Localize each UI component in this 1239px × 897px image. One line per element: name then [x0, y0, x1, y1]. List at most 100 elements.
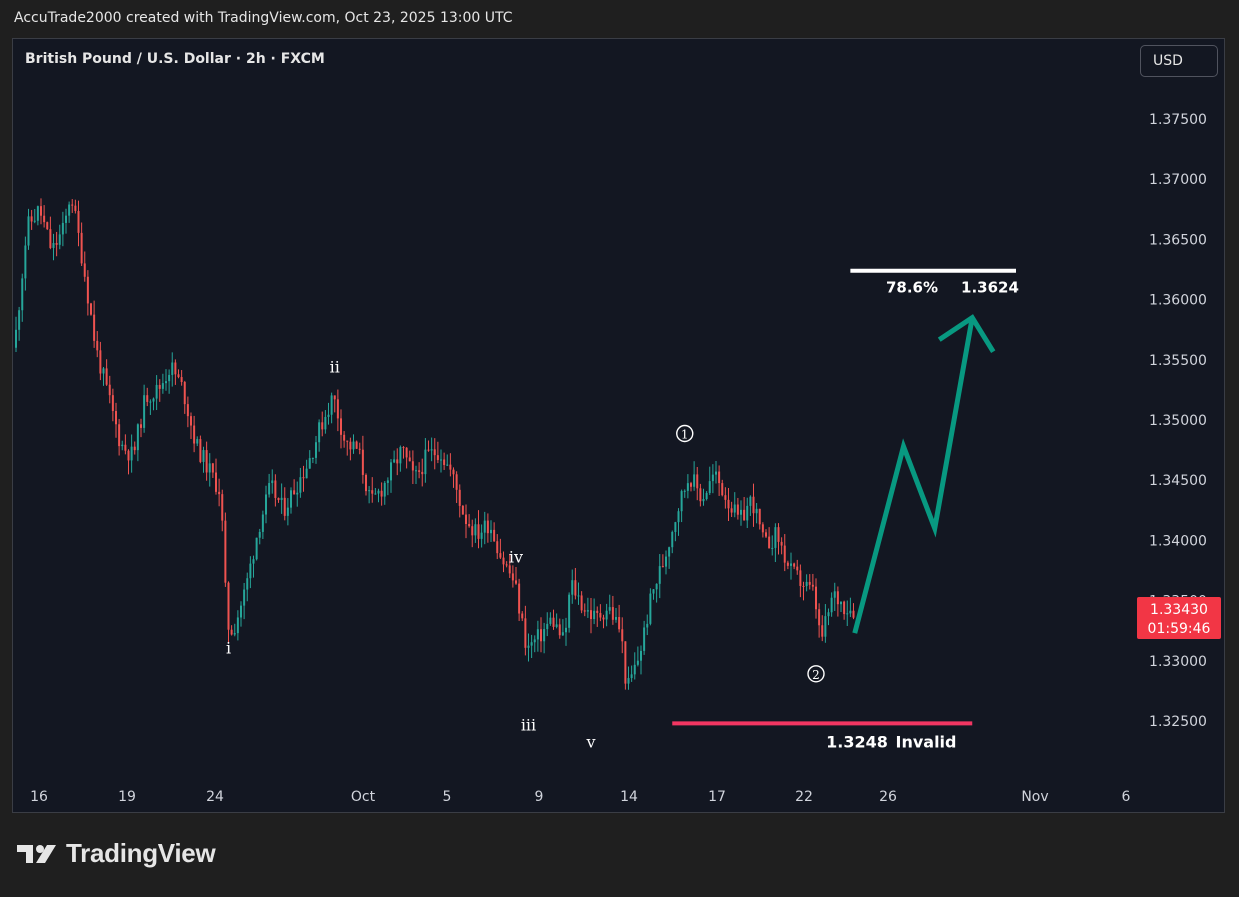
candle-body [380, 490, 383, 497]
wave-label-iii: iii [521, 716, 536, 735]
candle-body [530, 642, 533, 646]
candle-body [608, 607, 611, 611]
candle-body [786, 562, 789, 566]
candle-body [165, 381, 167, 384]
candle-body [627, 678, 630, 684]
candle-body [611, 607, 614, 620]
candle-body [680, 491, 683, 512]
candle-body [277, 497, 280, 501]
candle-body [830, 597, 833, 613]
y-tick-label: 1.34500 [1149, 473, 1207, 489]
candle-body [740, 509, 742, 515]
candle-body [636, 660, 639, 665]
candle-body [71, 204, 74, 206]
candle-body [446, 464, 449, 466]
candle-body [180, 377, 183, 383]
candle-body [590, 610, 592, 620]
candle-body [415, 470, 417, 472]
candle-body [355, 441, 358, 449]
candle-body [658, 566, 661, 584]
candle-body [161, 383, 164, 389]
candle-body [27, 216, 30, 246]
candle-body [18, 310, 21, 330]
candle-body [411, 461, 414, 471]
candle-body [340, 418, 342, 435]
candle-body [818, 609, 821, 626]
candle-body [524, 618, 527, 648]
candle-body [808, 581, 811, 585]
candle-body [286, 507, 289, 516]
price-chart[interactable]: 1.37500 1.37000 1.36500 1.36000 1.35500 1.350… [13, 39, 1225, 813]
wave-label-circle [807, 665, 825, 683]
candle-body [433, 449, 436, 456]
candle-body [774, 527, 777, 548]
candle-body [136, 424, 139, 451]
candle-body [224, 520, 227, 583]
candle-body [346, 440, 349, 442]
candle-body [633, 664, 636, 675]
candle-body [183, 382, 186, 405]
candle-body [505, 564, 508, 566]
candle-body [568, 594, 571, 628]
candle-body [696, 474, 699, 489]
candle-body [702, 498, 705, 502]
candle-body [790, 563, 792, 566]
x-tick-label: 22 [795, 789, 813, 805]
candle-body [730, 508, 733, 513]
wave-label-circle [676, 424, 694, 443]
candle-body [152, 398, 155, 402]
candle-body [405, 447, 408, 458]
candle-body [571, 580, 574, 595]
candle-body [443, 459, 446, 465]
y-tick-label: 1.37500 [1149, 112, 1207, 128]
candle-body [377, 490, 380, 494]
candle-body [352, 441, 355, 450]
candle-body [755, 508, 758, 514]
x-tick-label: 19 [118, 789, 136, 805]
candle-body [193, 425, 196, 444]
candle-body [402, 447, 405, 449]
attribution-text: AccuTrade2000 created with TradingView.c… [14, 10, 513, 26]
candle-body [480, 532, 483, 539]
candle-body [171, 362, 174, 375]
candle-body [605, 610, 608, 620]
candle-body [221, 494, 224, 521]
candle-body [243, 589, 246, 606]
candle-body [824, 616, 827, 637]
candle-body [374, 493, 377, 495]
candle-body [399, 447, 402, 464]
candle-body [208, 463, 211, 473]
candle-body [699, 488, 702, 502]
wave-label-1: 1 [681, 428, 689, 442]
candle-body [258, 531, 261, 538]
chart-panel[interactable]: 1.37500 1.37000 1.36500 1.36000 1.35500 1.350… [12, 38, 1225, 813]
candle-body [533, 639, 536, 643]
candle-body [502, 557, 505, 565]
candle-body [390, 462, 392, 481]
candle-body [527, 645, 530, 648]
candle-body [836, 591, 839, 605]
candle-body [549, 617, 552, 624]
candle-body [646, 623, 649, 628]
wave-label-2: 2 [812, 668, 820, 682]
candle-body [418, 470, 421, 472]
candle-body [574, 580, 577, 596]
candle-body [733, 504, 736, 513]
wave-label-v: v [585, 732, 595, 751]
candle-body [552, 617, 555, 627]
candle-body [743, 509, 746, 521]
projection-path [852, 317, 975, 634]
candle-body [421, 471, 424, 475]
candle-body [821, 625, 824, 637]
tradingview-logo[interactable]: TradingView [16, 838, 216, 869]
currency-button[interactable]: USD [1140, 45, 1218, 77]
candle-body [486, 520, 489, 534]
candle-body [511, 573, 514, 581]
candle-body [218, 491, 221, 495]
candle-body [458, 489, 461, 506]
candle-body [290, 490, 292, 508]
symbol-title: British Pound / U.S. Dollar · 2h · FXCM [25, 51, 325, 67]
x-tick-label: 24 [206, 789, 224, 805]
candle-body [233, 633, 236, 635]
candle-body [546, 623, 549, 630]
